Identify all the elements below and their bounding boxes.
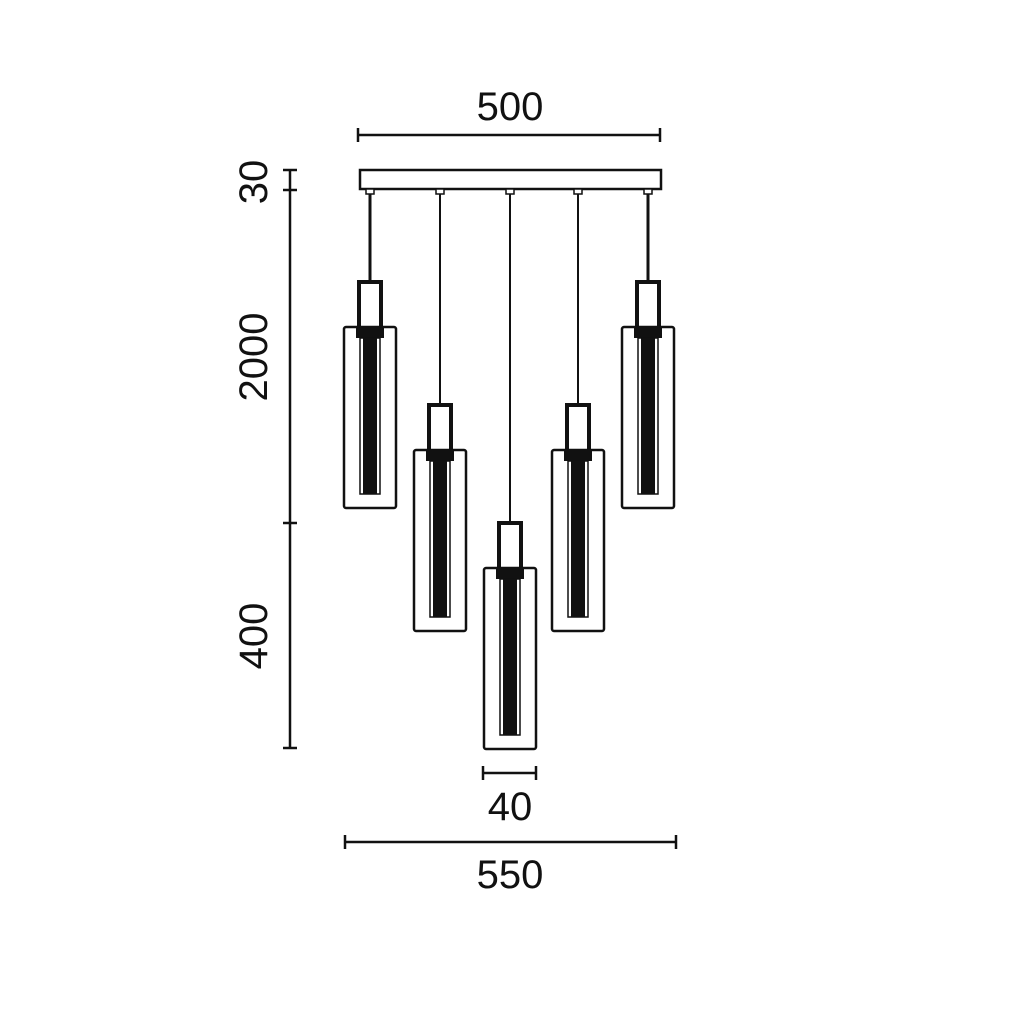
dimension-canopy-width bbox=[356, 128, 662, 142]
pendant-2 bbox=[412, 188, 468, 633]
socket-collar bbox=[496, 567, 524, 579]
dimension-overall-width bbox=[343, 835, 678, 849]
pendant-5 bbox=[620, 188, 676, 510]
pendant-4 bbox=[550, 188, 606, 633]
socket-collar bbox=[634, 326, 662, 338]
pendants bbox=[342, 188, 676, 751]
socket-cap bbox=[357, 280, 383, 330]
socket-cap bbox=[565, 403, 591, 453]
label-stagger: 400 bbox=[232, 603, 276, 670]
ceiling-hook bbox=[435, 188, 445, 195]
label-shade-width: 40 bbox=[488, 785, 533, 829]
ceiling-hook bbox=[643, 188, 653, 195]
socket-cap bbox=[497, 521, 523, 571]
label-overall-width: 550 bbox=[477, 853, 544, 897]
canopy bbox=[358, 168, 663, 191]
led-filament bbox=[433, 461, 447, 617]
socket-collar bbox=[356, 326, 384, 338]
ceiling-hook bbox=[573, 188, 583, 195]
ceiling-hook bbox=[505, 188, 515, 195]
led-filament bbox=[641, 338, 655, 494]
pendant-1 bbox=[342, 188, 398, 510]
socket-collar bbox=[426, 449, 454, 461]
dimension-vertical bbox=[283, 168, 297, 750]
label-max-drop: 2000 bbox=[232, 313, 276, 402]
label-canopy-height: 30 bbox=[232, 160, 276, 205]
ceiling-hook bbox=[365, 188, 375, 195]
socket-cap bbox=[635, 280, 661, 330]
led-filament bbox=[503, 579, 517, 735]
led-filament bbox=[571, 461, 585, 617]
led-filament bbox=[363, 338, 377, 494]
socket-cap bbox=[427, 403, 453, 453]
label-canopy-width: 500 bbox=[477, 85, 544, 129]
dimension-shade-width bbox=[481, 766, 538, 780]
socket-collar bbox=[564, 449, 592, 461]
pendant-3 bbox=[482, 188, 538, 751]
